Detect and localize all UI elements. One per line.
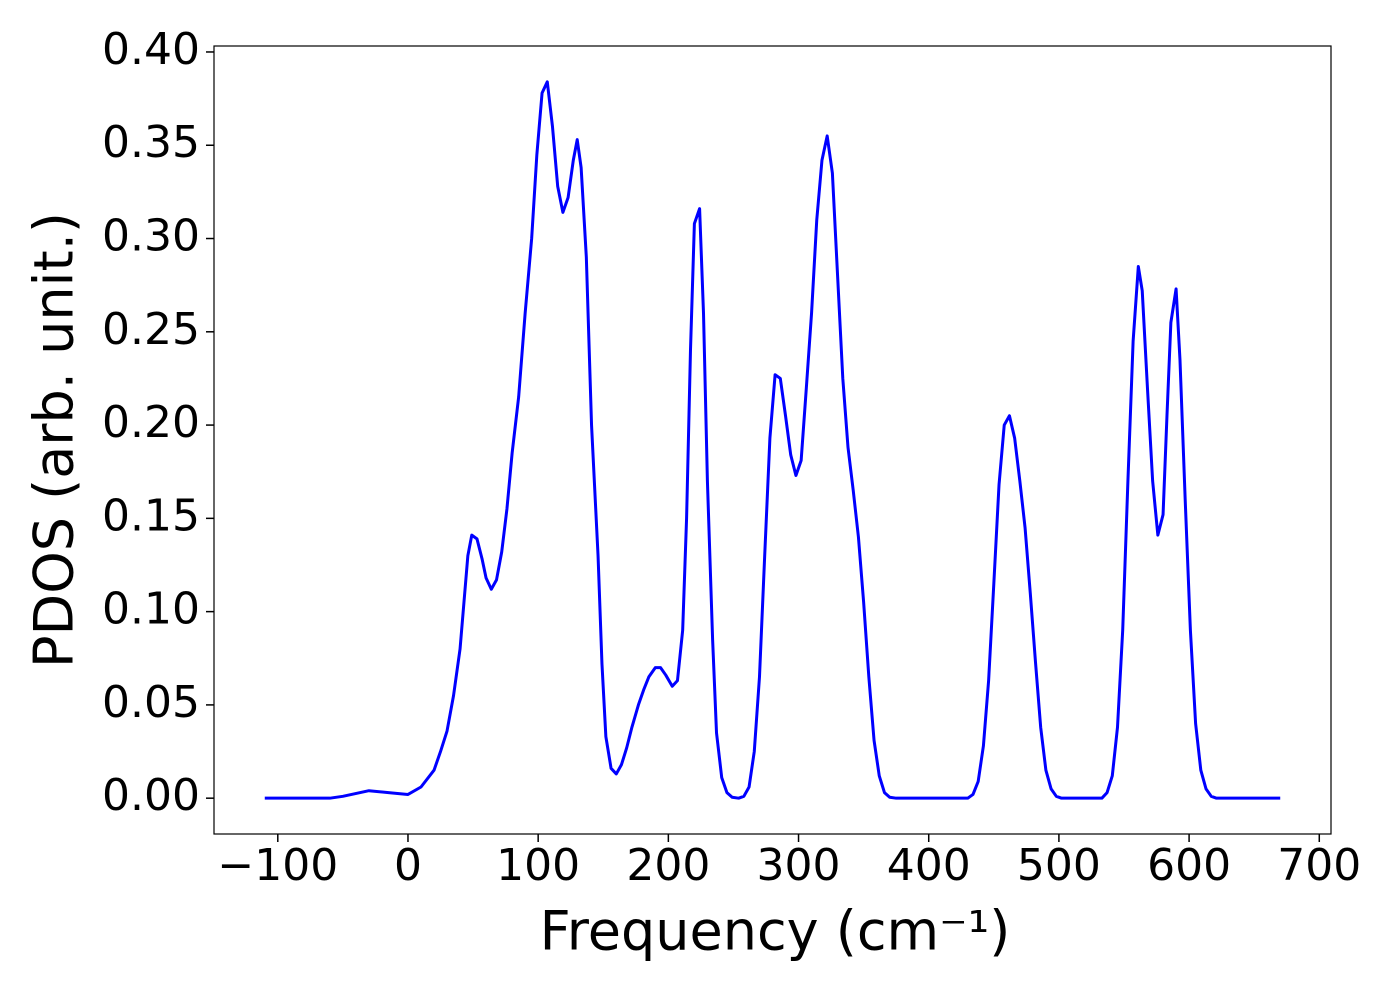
- x-axis-label: Frequency (cm⁻¹): [540, 900, 1011, 963]
- y-tick-label: 0.05: [102, 677, 200, 728]
- x-tick-label: 300: [757, 840, 841, 891]
- x-tick-label: 200: [626, 840, 710, 891]
- y-tick-label: 0.20: [102, 397, 200, 448]
- y-tick-label: 0.10: [102, 584, 200, 635]
- x-tick-label: 400: [887, 840, 971, 891]
- x-tick-label: 500: [1017, 840, 1101, 891]
- y-tick-label: 0.30: [102, 211, 200, 262]
- y-axis-label: PDOS (arb. unit.): [23, 212, 86, 668]
- plot-frame: [213, 45, 1332, 835]
- x-tick-label: 700: [1277, 840, 1361, 891]
- y-tick-label: 0.25: [102, 304, 200, 355]
- x-tick-label: 0: [394, 840, 422, 891]
- y-tick-label: 0.15: [102, 490, 200, 541]
- y-tick-label: 0.40: [102, 24, 200, 75]
- y-tick-label: 0.00: [102, 770, 200, 821]
- y-tick-label: 0.35: [102, 117, 200, 168]
- x-tick-label: 100: [496, 840, 580, 891]
- x-tick-label: −100: [217, 840, 338, 891]
- x-tick-label: 600: [1147, 840, 1231, 891]
- pdos-line: [264, 80, 1281, 800]
